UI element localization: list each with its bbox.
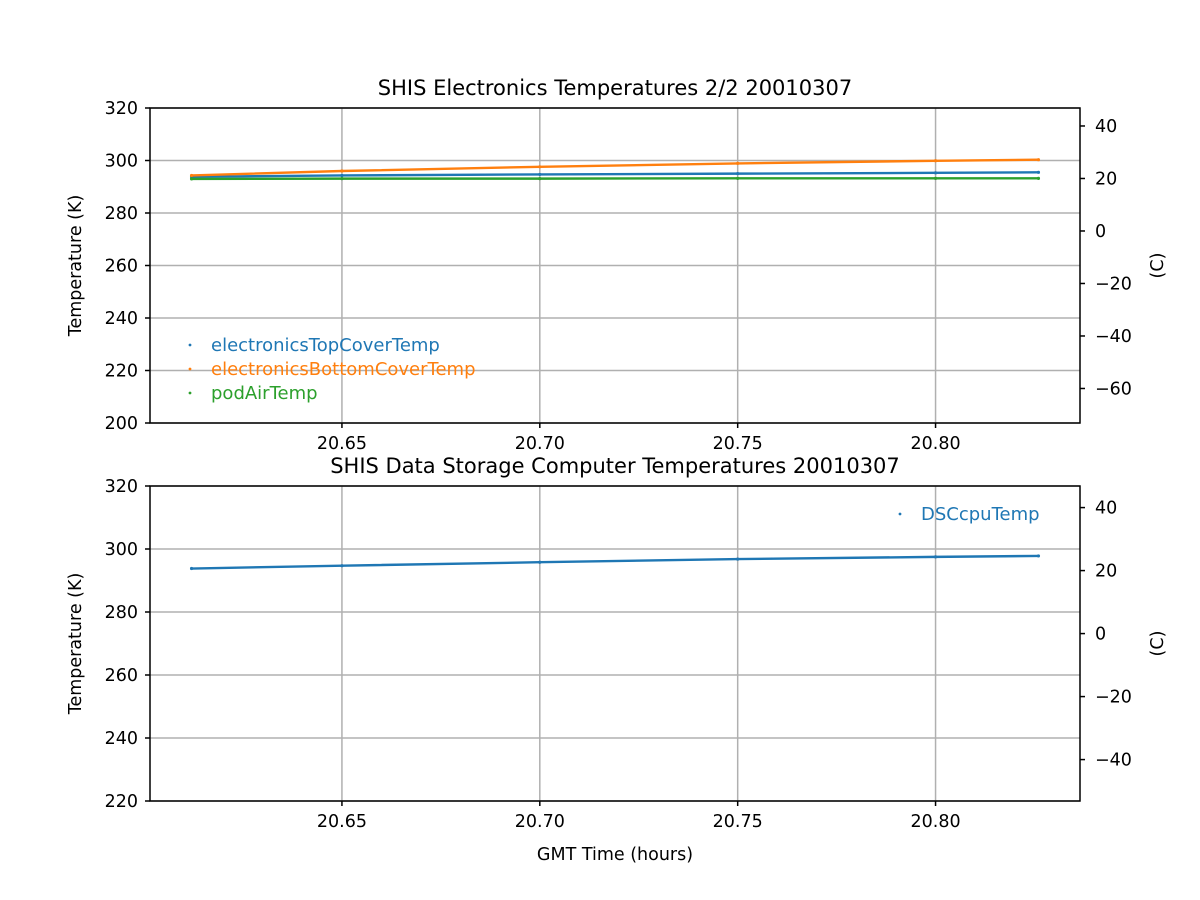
- series-line: [191, 177, 1039, 181]
- y2-tick-label: −40: [1095, 327, 1132, 347]
- data-point: [736, 172, 740, 176]
- y2-tick-label: −20: [1095, 274, 1132, 294]
- y-tick-label: 300: [105, 540, 138, 560]
- legend-label: electronicsBottomCoverTemp: [211, 359, 476, 380]
- data-point: [736, 557, 740, 561]
- y2-tick-label: 20: [1095, 562, 1117, 582]
- data-point: [1036, 170, 1041, 174]
- data-point: [189, 173, 194, 178]
- data-point: [933, 171, 938, 175]
- chart-title: SHIS Electronics Temperatures 2/2 200103…: [378, 76, 852, 100]
- legend-marker: [898, 512, 902, 516]
- series-podAirTemp: [189, 176, 1041, 181]
- y2-tick-label: −40: [1095, 751, 1132, 771]
- x-tick-label: 20.75: [713, 812, 763, 832]
- y2-tick-label: 20: [1095, 169, 1117, 189]
- y-tick-label: 260: [105, 666, 138, 686]
- y-tick-label: 320: [105, 477, 138, 497]
- y-tick-label: 220: [105, 362, 138, 382]
- y-tick-label: 240: [105, 729, 138, 749]
- y2-tick-label: 0: [1095, 222, 1106, 242]
- chart-title: SHIS Data Storage Computer Temperatures …: [330, 454, 900, 478]
- data-point: [538, 177, 542, 181]
- legend-label: DSCcpuTemp: [921, 504, 1040, 525]
- data-point: [189, 177, 194, 181]
- series-DSCcpuTemp: [189, 554, 1041, 571]
- y-axis-label: Temperature (K): [66, 573, 86, 716]
- series-line: [191, 171, 1039, 178]
- y-tick-label: 280: [105, 204, 138, 224]
- y2-tick-label: 40: [1095, 499, 1117, 519]
- data-point: [538, 165, 542, 169]
- x-tick-label: 20.80: [910, 812, 960, 832]
- data-point: [933, 159, 938, 163]
- data-point: [933, 176, 938, 180]
- y-tick-label: 220: [105, 792, 138, 812]
- y2-axis-label: (C): [1148, 253, 1168, 279]
- y2-axis-label: (C): [1148, 631, 1168, 657]
- y-tick-label: 240: [105, 309, 138, 329]
- chart-panel-2: 20.65 20.70 20.75 20.80 220 240 260 280 300 320 −4…: [66, 454, 1168, 865]
- data-point: [340, 173, 344, 178]
- y2-tick-label: 0: [1095, 625, 1106, 645]
- x-tick-label: 20.70: [515, 812, 565, 832]
- x-tick-label: 20.80: [910, 434, 960, 454]
- chart-panel-1: 20.65 20.70 20.75 20.8020022024026028030032…: [66, 76, 1168, 454]
- legend: electronicsTopCoverTemp electronicsBottom…: [188, 335, 476, 404]
- data-point: [1036, 554, 1041, 558]
- x-tick-label: 20.75: [713, 434, 763, 454]
- data-point: [933, 555, 938, 559]
- y2-tick-label: −60: [1095, 379, 1132, 399]
- data-point: [538, 560, 542, 564]
- data-point: [736, 161, 740, 165]
- legend: DSCcpuTemp: [898, 504, 1040, 525]
- y2-tick-label: −20: [1095, 688, 1132, 708]
- data-point: [340, 177, 344, 181]
- series-line: [191, 158, 1039, 177]
- x-tick-label: 20.65: [317, 812, 367, 832]
- legend-label: podAirTemp: [211, 383, 318, 404]
- data-point: [340, 169, 344, 173]
- y-tick-label: 200: [105, 414, 138, 434]
- y2-tick-label: 40: [1095, 117, 1117, 137]
- legend-marker: [188, 367, 192, 371]
- data-point: [189, 566, 194, 571]
- legend-label: electronicsTopCoverTemp: [211, 335, 440, 356]
- data-point: [1036, 176, 1041, 180]
- series-electronicsBottomCoverTemp: [189, 158, 1041, 178]
- y-tick-label: 300: [105, 152, 138, 172]
- data-point: [340, 564, 344, 568]
- y-tick-label: 260: [105, 257, 138, 277]
- x-axis-label: GMT Time (hours): [537, 845, 693, 865]
- y-tick-label: 320: [105, 99, 138, 119]
- data-point: [736, 176, 740, 180]
- plot-frame: [149, 485, 1081, 802]
- legend-marker: [188, 391, 192, 395]
- x-tick-label: 20.70: [515, 434, 565, 454]
- x-tick-label: 20.65: [317, 434, 367, 454]
- data-point: [1036, 158, 1041, 162]
- data-point: [538, 172, 542, 177]
- y-axis-label: Temperature (K): [66, 195, 86, 338]
- y-tick-label: 280: [105, 603, 138, 623]
- series-line: [191, 554, 1039, 570]
- legend-marker: [188, 343, 192, 347]
